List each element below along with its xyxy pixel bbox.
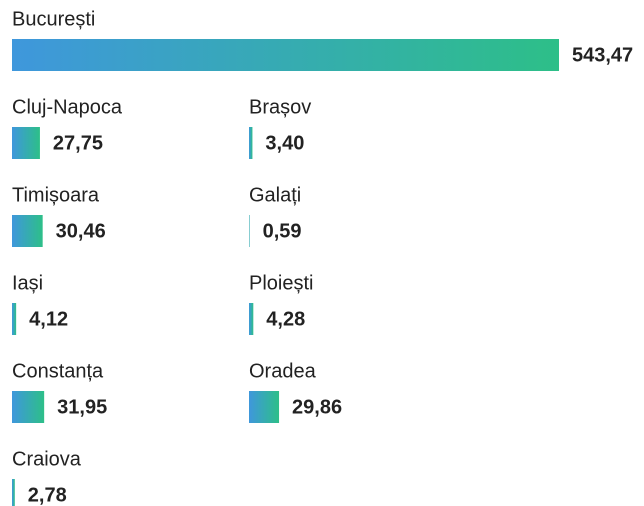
value-label: 30,46 — [56, 220, 106, 242]
value-label: 3,40 — [265, 132, 304, 154]
value-label: 31,95 — [57, 396, 107, 418]
value-label: 0,59 — [263, 220, 302, 242]
bar — [12, 39, 559, 71]
city-label: Galați — [249, 184, 301, 206]
city-label: Ploiești — [249, 272, 313, 294]
value-label: 4,28 — [266, 308, 305, 330]
bar — [249, 303, 254, 335]
value-label: 543,47 — [572, 44, 633, 66]
city-label: Oradea — [249, 360, 317, 382]
bar — [12, 391, 45, 423]
city-label: Brașov — [249, 96, 311, 118]
city-label: Iași — [12, 272, 43, 294]
value-label: 27,75 — [53, 132, 103, 154]
bar — [249, 391, 280, 423]
value-label: 4,12 — [29, 308, 68, 330]
city-label: Constanța — [12, 360, 104, 382]
bar — [12, 303, 17, 335]
value-label: 29,86 — [292, 396, 342, 418]
city-label: Cluj-Napoca — [12, 96, 123, 118]
value-label: 2,78 — [28, 484, 67, 506]
bar — [249, 215, 250, 247]
bar — [249, 127, 253, 159]
city-label: Craiova — [12, 448, 82, 470]
bar — [12, 215, 43, 247]
bar — [12, 127, 40, 159]
city-label: Timișoara — [12, 184, 100, 206]
bar — [12, 479, 15, 506]
city-label: București — [12, 8, 95, 30]
